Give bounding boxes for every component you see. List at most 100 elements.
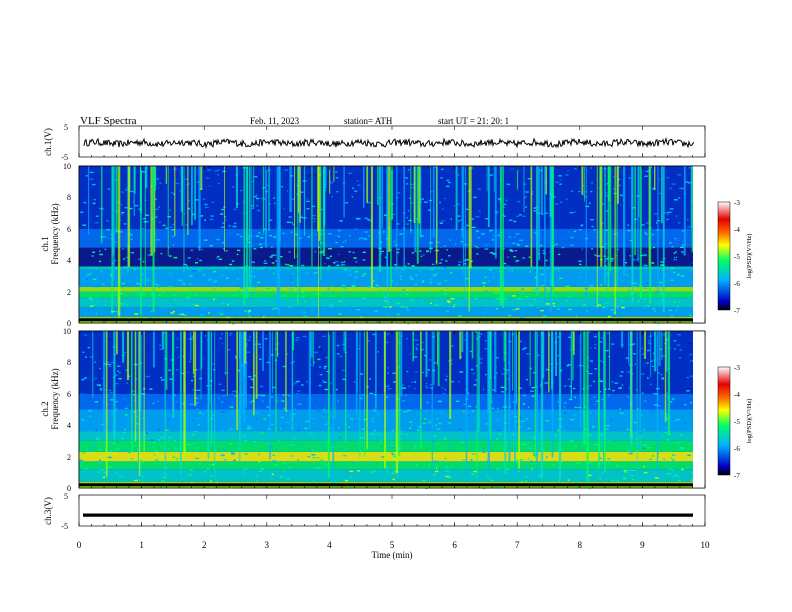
spectrogram-speckle	[219, 337, 222, 339]
spectrogram-speckle	[99, 384, 101, 387]
spectrogram-speckle	[664, 409, 669, 411]
spectrogram-speckle	[434, 460, 438, 463]
spectrogram-speckle	[521, 443, 526, 446]
spectrogram-streak	[192, 331, 195, 375]
spectrogram-speckle	[357, 347, 361, 350]
spectrogram-speckle	[605, 229, 609, 231]
spectrogram-streak	[269, 331, 271, 460]
spectrogram-speckle	[99, 388, 103, 390]
spectrogram-speckle	[406, 370, 409, 373]
spectrogram-speckle	[216, 238, 220, 241]
spectrogram-speckle	[154, 450, 158, 452]
spectrogram-speckle	[362, 334, 365, 336]
spectrogram-streak	[607, 166, 610, 288]
spectrogram-speckle	[90, 487, 93, 490]
spectrogram-speckle	[593, 321, 596, 323]
spectrogram-speckle	[484, 340, 488, 342]
spectrogram-speckle	[690, 380, 693, 382]
spectrogram-speckle	[106, 237, 110, 239]
spectrogram-speckle	[198, 269, 201, 271]
spectrogram-speckle	[213, 288, 215, 290]
spectrogram-speckle	[573, 359, 576, 361]
spectrogram-streak	[489, 331, 492, 439]
spectrogram-speckle	[490, 407, 495, 409]
spectrogram-speckle	[560, 179, 562, 182]
spectrogram-speckle	[237, 290, 241, 292]
spectrogram-speckle	[172, 473, 175, 475]
spectrogram-speckle	[248, 310, 252, 312]
spectrogram-speckle	[148, 267, 152, 269]
spectrogram-speckle	[674, 237, 677, 240]
spectrogram-speckle	[648, 266, 651, 268]
panel-ch1-spectrogram: 0 2 4 6 8 10 ch.1 Frequency (kHz)	[40, 162, 706, 328]
spectrogram-speckle	[161, 445, 163, 448]
spectrogram-speckle	[450, 425, 452, 427]
spectrogram-speckle	[597, 293, 600, 295]
spectrogram-speckle	[141, 273, 144, 276]
spectrogram-speckle	[513, 220, 516, 223]
spectrogram-speckle	[187, 444, 191, 446]
spectrogram-speckle	[154, 454, 156, 456]
spectrogram-speckle	[599, 391, 602, 393]
spectrogram-speckle	[483, 434, 485, 437]
spectrogram-speckle	[249, 336, 251, 338]
spectrogram-speckle	[293, 413, 296, 416]
spectrogram-streak	[224, 166, 225, 252]
spectrogram-streak	[508, 331, 511, 462]
spectrogram-speckle	[236, 233, 240, 236]
spectrogram-speckle	[270, 411, 274, 413]
spectrogram-speckle	[136, 465, 139, 468]
spectrogram-speckle	[552, 294, 556, 296]
spectrogram-speckle	[538, 169, 543, 172]
spectrogram-speckle	[516, 243, 519, 245]
spectrogram-speckle	[193, 375, 195, 378]
spectrogram-speckle	[519, 239, 523, 241]
spectrogram-speckle	[271, 262, 275, 264]
spectrogram-speckle	[367, 218, 371, 221]
spectrogram-speckle	[353, 402, 356, 404]
spectrogram-speckle	[574, 406, 578, 408]
spectrogram-speckle	[230, 428, 233, 430]
spectrogram-streak	[111, 166, 113, 314]
spectrogram-speckle	[679, 187, 682, 189]
spectrogram-speckle	[605, 302, 607, 305]
spectrogram-speckle	[605, 272, 609, 274]
spectrogram-speckle	[472, 331, 475, 333]
spectrogram-speckle	[616, 306, 619, 308]
spectrogram-streak	[310, 331, 313, 358]
spectrogram-streak	[318, 166, 321, 241]
spectrogram-speckle	[369, 378, 372, 380]
spectrogram-speckle	[666, 176, 670, 179]
spectrogram-speckle	[654, 291, 658, 293]
spectrogram-speckle	[655, 477, 659, 479]
spectrogram-speckle	[615, 396, 618, 399]
spectrogram-speckle	[600, 434, 605, 436]
spectrogram-speckle	[219, 332, 222, 335]
spectrogram-speckle	[162, 224, 166, 227]
spectrogram-speckle	[188, 438, 190, 440]
spectrogram-speckle	[581, 437, 586, 439]
spectrogram-speckle	[504, 203, 507, 206]
spectrogram-speckle	[221, 401, 224, 403]
spectrogram-speckle	[341, 284, 346, 287]
spectrogram-speckle	[221, 343, 224, 345]
spectrogram-speckle	[473, 470, 477, 473]
spectrogram-speckle	[155, 284, 159, 286]
spectrogram-speckle	[430, 451, 433, 453]
spectrogram-speckle	[648, 340, 650, 342]
spectrogram-edge	[693, 331, 705, 488]
spectrogram-speckle	[356, 470, 360, 472]
x-tick-label: 10	[701, 540, 711, 550]
spectrogram-speckle	[352, 174, 356, 177]
spectrogram-speckle	[120, 203, 122, 206]
spectrogram-speckle	[486, 307, 490, 310]
spectrogram-speckle	[622, 280, 624, 282]
spectrogram-speckle	[99, 337, 103, 339]
spectrogram-speckle	[660, 300, 663, 302]
spectrogram-speckle	[169, 357, 172, 359]
spectrogram-speckle	[664, 431, 667, 434]
spectrogram-streak	[366, 331, 368, 450]
spectrogram-speckle	[663, 458, 665, 460]
spectrogram-streak	[570, 331, 572, 399]
spectrogram-speckle	[186, 296, 190, 299]
